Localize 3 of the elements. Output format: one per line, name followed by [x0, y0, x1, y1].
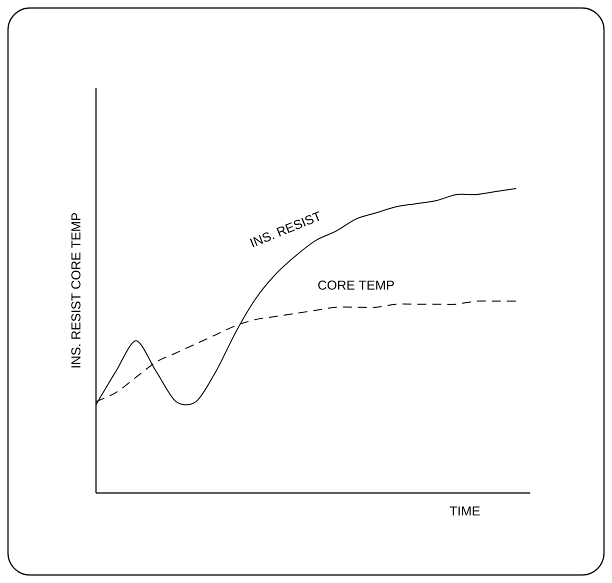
series-label: CORE TEMP: [318, 280, 394, 290]
x-axis-title: TIME: [450, 506, 480, 516]
y-axis-title: INS. RESIST CORE TEMP: [71, 213, 80, 368]
